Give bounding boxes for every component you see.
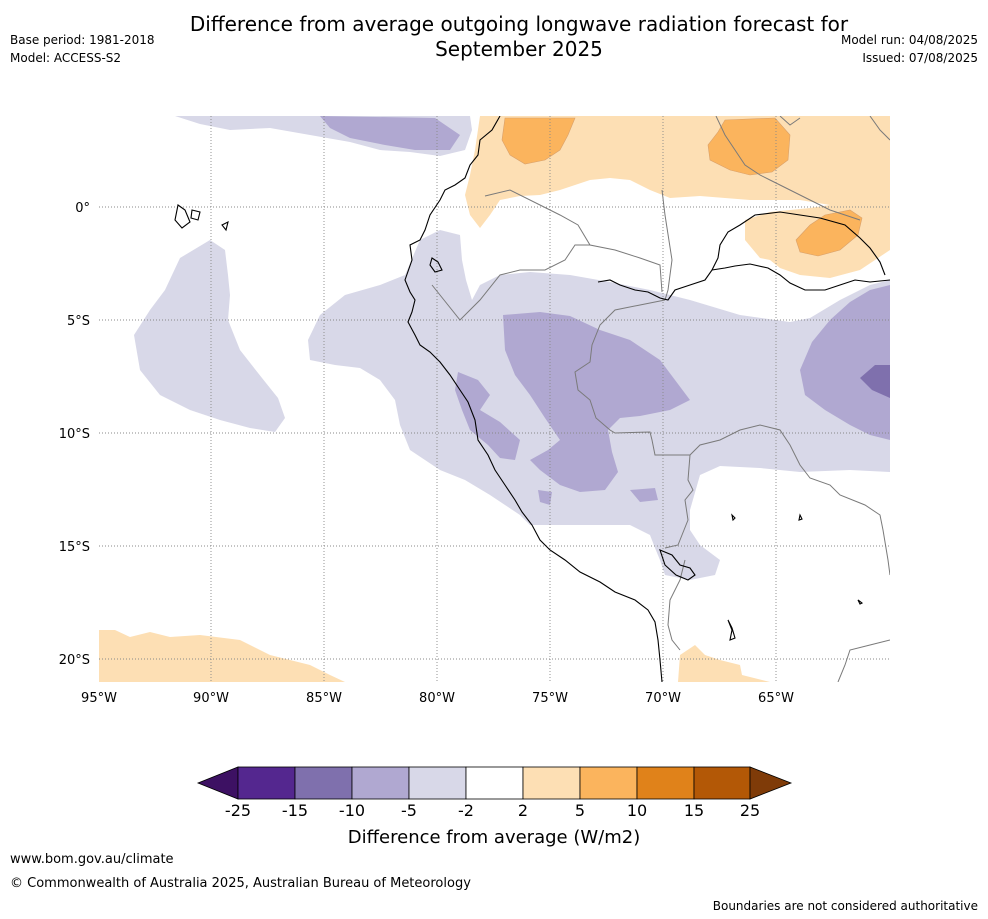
lon-label-95w: 95°W — [81, 691, 117, 706]
colorbar-tick: 25 — [740, 801, 760, 820]
colorbar-tick: 10 — [627, 801, 647, 820]
lat-label-0: 0° — [75, 201, 90, 216]
colorbar-extend-high — [749, 766, 793, 800]
anomaly-region-positive-5-10-a — [501, 117, 576, 165]
metadata-right: Model run: 04/08/2025 Issued: 07/08/2025 — [841, 31, 978, 67]
colorbar-bin-8 — [636, 766, 695, 800]
title-line-1: Difference from average outgoing longwav… — [189, 12, 849, 36]
lat-label-5s: 5°S — [67, 314, 90, 329]
lat-label-15s: 15°S — [59, 540, 90, 555]
colorbar-tick: -25 — [225, 801, 251, 820]
model-run-text: Model run: 04/08/2025 — [840, 33, 978, 47]
lon-label-75w: 75°W — [532, 691, 568, 706]
title-line-2: September 2025 — [435, 37, 603, 61]
footer-copyright: © Commonwealth of Australia 2025, Austra… — [10, 876, 471, 891]
graticule — [99, 116, 890, 682]
colorbar-label: Difference from average (W/m2) — [348, 827, 640, 848]
colorbar-bin-3 — [351, 766, 410, 800]
map-area — [99, 116, 890, 682]
latitude-labels: 0° 5°S 10°S 15°S 20°S — [59, 201, 90, 668]
model-text: Model: ACCESS-S2 — [10, 51, 122, 65]
footer-url: www.bom.gov.au/climate — [10, 852, 174, 867]
lat-label-20s: 20°S — [59, 653, 90, 668]
colorbar-tick: -2 — [458, 801, 474, 820]
colorbar-tick: -15 — [282, 801, 308, 820]
anomaly-region-positive-south-west — [99, 630, 345, 682]
lon-label-90w: 90°W — [193, 691, 229, 706]
boundary-disclaimer: Boundaries are not considered authoritat… — [712, 899, 978, 913]
colorbar-tick: -5 — [401, 801, 417, 820]
anomaly-region-positive-south-east — [678, 645, 770, 682]
issued-text: Issued: 07/08/2025 — [862, 51, 978, 65]
metadata-left: Base period: 1981-2018 Model: ACCESS-S2 — [10, 31, 155, 67]
longitude-labels: 95°W 90°W 85°W 80°W 75°W 70°W 65°W — [81, 691, 794, 706]
anomaly-region-negative-small-dark-b — [630, 488, 658, 502]
anomaly-region-negative-north-strip-dark — [320, 116, 460, 150]
anomaly-region-negative-east-darker — [860, 365, 890, 398]
colorbar-tick: 5 — [575, 801, 585, 820]
colorbar-bin-4 — [408, 766, 467, 800]
colorbar-bin-1 — [237, 766, 296, 800]
anomaly-region-negative-small-dark-a — [538, 490, 552, 505]
lon-label-70w: 70°W — [645, 691, 681, 706]
coastline — [174, 116, 890, 682]
colorbar-bin-7 — [579, 766, 638, 800]
colorbar-bin-9 — [693, 766, 751, 800]
colorbar-bin-5 — [465, 766, 524, 800]
colorbar: -25 -15 -10 -5 -2 2 5 10 15 25 Differenc… — [196, 766, 793, 848]
map-title: Difference from average outgoing longwav… — [150, 12, 888, 62]
anomaly-region-positive-5-10-c — [795, 209, 863, 257]
colorbar-tick: -10 — [339, 801, 365, 820]
lon-label-80w: 80°W — [419, 691, 455, 706]
colorbar-bin-2 — [294, 766, 353, 800]
lat-label-10s: 10°S — [59, 427, 90, 442]
colorbar-extend-low — [196, 766, 239, 800]
colorbar-tick: 15 — [684, 801, 704, 820]
base-period-text: Base period: 1981-2018 — [10, 33, 155, 47]
country-borders — [431, 116, 890, 682]
anomaly-region-negative-west-tongue — [134, 240, 285, 432]
anomaly-region-positive-5-10-b — [707, 117, 791, 176]
colorbar-tick: 2 — [518, 801, 528, 820]
lon-label-85w: 85°W — [306, 691, 342, 706]
colorbar-bin-6 — [522, 766, 581, 800]
lon-label-65w: 65°W — [758, 691, 794, 706]
anomaly-region-negative-coastal-dark — [455, 372, 520, 460]
anomaly-region-negative-east-dark — [800, 285, 890, 440]
